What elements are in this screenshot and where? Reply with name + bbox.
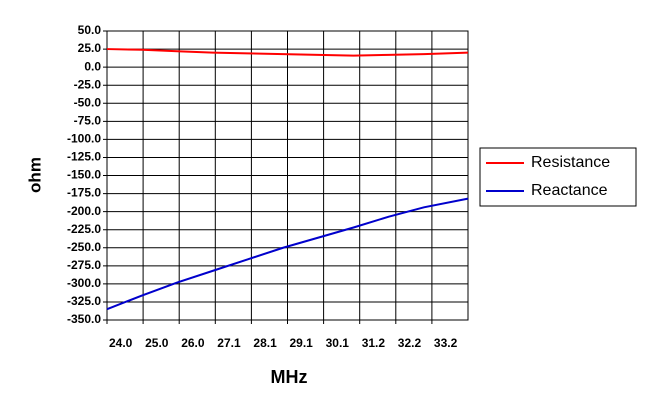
- y-tick-label: -75.0: [74, 113, 102, 127]
- x-tick-label: 32.2: [398, 336, 422, 350]
- y-tick-label: -125.0: [67, 150, 101, 164]
- y-tick-label: -50.0: [74, 95, 102, 109]
- x-tick-label: 28.1: [253, 336, 277, 350]
- x-tick-label: 29.1: [290, 336, 314, 350]
- y-tick-label: -350.0: [67, 312, 101, 326]
- legend-box: [479, 147, 637, 207]
- y-tick-label: -150.0: [67, 168, 101, 182]
- y-tick-label: -175.0: [67, 186, 101, 200]
- series-line: [106, 48, 469, 57]
- x-tick-label: 24.0: [109, 336, 133, 350]
- series-line: [106, 197, 469, 311]
- y-axis-title: ohm: [25, 157, 44, 193]
- x-tick-label: 26.0: [181, 336, 205, 350]
- y-tick-label: -200.0: [67, 204, 101, 218]
- x-tick-label: 33.2: [434, 336, 458, 350]
- y-tick-label: -300.0: [67, 276, 101, 290]
- y-tick-label: 50.0: [78, 23, 102, 37]
- y-tick-label: -250.0: [67, 240, 101, 254]
- y-tick-label: -325.0: [67, 294, 101, 308]
- y-tick-label: -275.0: [67, 258, 101, 272]
- y-tick-label: 0.0: [84, 59, 101, 73]
- y-tick-label: 25.0: [78, 41, 102, 55]
- y-tick-label: -25.0: [74, 77, 102, 91]
- legend-label: Reactance: [531, 182, 608, 199]
- x-tick-label: 31.2: [362, 336, 386, 350]
- legend-label: Resistance: [531, 154, 610, 171]
- x-tick-label: 30.1: [326, 336, 350, 350]
- x-tick-label: 25.0: [145, 336, 169, 350]
- y-tick-label: -225.0: [67, 222, 101, 236]
- plot-frame: [106, 30, 469, 321]
- x-axis-title: MHz: [271, 367, 308, 387]
- y-tick-label: -100.0: [67, 132, 101, 146]
- x-tick-label: 27.1: [217, 336, 241, 350]
